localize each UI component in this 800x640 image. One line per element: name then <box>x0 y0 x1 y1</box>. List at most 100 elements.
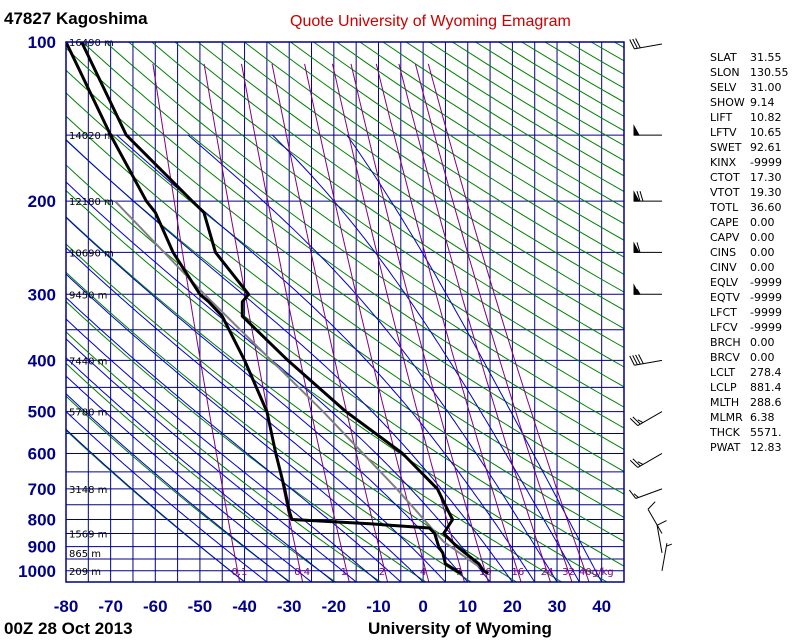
index-value: 10.65 <box>750 126 782 139</box>
index-value: 31.55 <box>750 51 782 64</box>
mixing-ratio-line <box>375 63 522 582</box>
wind-barb <box>661 543 672 571</box>
wind-barb-flag <box>633 493 639 498</box>
wind-barb-pennant <box>633 124 640 136</box>
wind-barb <box>656 520 667 553</box>
wind-barb-flag <box>629 418 639 426</box>
temperature-trace <box>80 42 489 575</box>
mixing-ratio-line <box>152 63 241 582</box>
pressure-tick-label: 800 <box>28 511 56 530</box>
wind-barb-pennant <box>633 241 640 253</box>
dry-adiabat-line <box>243 42 624 293</box>
moist-adiabat-line <box>66 296 402 582</box>
index-name: LFCV <box>710 321 738 334</box>
index-value: 19.30 <box>750 186 782 199</box>
index-name: SLAT <box>710 51 737 64</box>
wind-barb <box>629 411 663 427</box>
wind-barb-flag <box>656 520 667 526</box>
moist-adiabat-line <box>66 181 491 582</box>
wind-barb-flag <box>636 191 641 202</box>
dry-adiabat-line <box>66 429 246 582</box>
dry-adiabat-line <box>66 300 427 582</box>
index-value: 0.00 <box>750 246 775 259</box>
wind-barbs <box>629 38 672 571</box>
mixing-ratio-label: 4 <box>420 567 426 578</box>
moist-adiabat-line <box>66 216 469 582</box>
height-label: 7440 m <box>69 356 107 367</box>
wind-barb-flag <box>639 191 644 202</box>
index-name: VTOT <box>710 186 740 199</box>
pressure-tick-label: 1000 <box>18 562 56 581</box>
index-value: 17.30 <box>750 171 782 184</box>
wind-barb-staff <box>634 43 663 50</box>
index-value: 130.55 <box>750 66 789 79</box>
mixing-ratio-label: 24 <box>541 567 554 578</box>
wind-barb-flag <box>629 39 635 50</box>
dry-adiabat-line <box>66 331 381 582</box>
height-labels: 16490 m 14020 m 12180 m 10690 m 9450 m 7440 m… <box>69 38 114 578</box>
mixing-ratio-label: 16 <box>512 567 525 578</box>
index-name: LIFT <box>710 111 733 124</box>
temperature-tick-label: 40 <box>592 597 611 616</box>
moist-adiabat-line <box>346 134 603 582</box>
moist-adiabat-line <box>272 134 580 582</box>
mixing-ratio-label: 32 <box>562 567 575 578</box>
banner-text: Quote University of Wyoming Emagram <box>290 13 571 30</box>
thermodynamic-grid <box>66 42 800 582</box>
dry-adiabat-line <box>105 42 624 408</box>
index-value: 0.00 <box>750 351 775 364</box>
moist-adiabat-line <box>66 357 335 582</box>
plot-frame <box>65 41 625 583</box>
index-value: 6.38 <box>750 411 775 424</box>
temperature-tick-label: -60 <box>143 597 168 616</box>
height-label: 16490 m <box>69 38 114 49</box>
pressure-tick-label: 900 <box>28 538 56 557</box>
wind-barb-staff <box>661 543 668 571</box>
temperature-tick-label: 20 <box>503 597 522 616</box>
mixing-ratio-line <box>241 63 350 582</box>
index-value: 36.60 <box>750 201 782 214</box>
dry-adiabat-line <box>197 42 624 330</box>
index-value: -9999 <box>750 156 782 169</box>
index-name: BRCV <box>710 351 740 364</box>
index-name: MLTH <box>710 396 739 409</box>
mixing-ratio-label: 0.1 <box>232 567 248 578</box>
height-label: 209 m <box>69 567 101 578</box>
wind-barb-flag <box>636 289 641 295</box>
wind-barb-flag <box>629 489 637 499</box>
wind-barb-flag <box>629 459 639 468</box>
dry-adiabat-line <box>220 42 624 311</box>
wind-barb-flag <box>666 543 672 547</box>
index-name: CINS <box>710 246 736 259</box>
index-name: EQLV <box>710 276 739 289</box>
dry-adiabat-line <box>66 395 291 582</box>
dry-adiabat-line <box>174 42 624 349</box>
pressure-tick-label: 700 <box>28 480 56 499</box>
dry-adiabat-line <box>66 92 624 495</box>
wind-barb-staff <box>635 488 663 499</box>
temperature-axis: -80 -70 -60 -50 -40 -30 -20 -10 0 10 20 30 40 <box>54 597 611 616</box>
temperature-tick-label: -20 <box>322 597 347 616</box>
index-value: 5571. <box>750 426 782 439</box>
wind-barb <box>633 283 662 295</box>
index-value: 31.00 <box>750 81 782 94</box>
wind-barb-flag <box>632 355 638 365</box>
pressure-tick-label: 400 <box>28 351 56 370</box>
height-label: 12180 m <box>69 197 114 208</box>
dry-adiabat-line <box>452 42 624 147</box>
wind-barb <box>633 241 662 253</box>
height-label: 1569 m <box>69 529 107 540</box>
temperature-tick-label: -40 <box>232 597 257 616</box>
dry-adiabat-line <box>66 47 624 451</box>
dry-adiabat-line <box>684 42 800 582</box>
temperature-tick-label: -50 <box>188 597 213 616</box>
moist-adiabat-line <box>66 138 513 582</box>
index-value: 0.00 <box>750 216 775 229</box>
pressure-tick-label: 500 <box>28 403 56 422</box>
index-name: BRCH <box>710 336 741 349</box>
wind-barb-flag <box>632 458 641 467</box>
observation-time: 00Z 28 Oct 2013 <box>4 619 133 638</box>
wind-barb-flag <box>635 38 641 49</box>
index-value: 0.00 <box>750 261 775 274</box>
dewpoint-trace <box>66 42 463 575</box>
